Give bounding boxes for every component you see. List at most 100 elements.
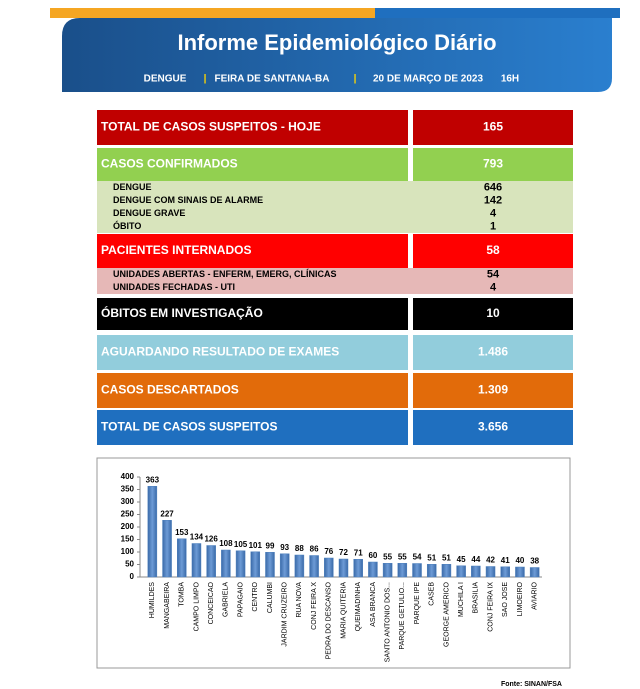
sub-block — [97, 268, 573, 294]
header-info: DENGUE — [144, 74, 187, 85]
row-label-cell — [97, 148, 408, 181]
value-label: 72 — [339, 548, 348, 557]
row-value: 793 — [483, 157, 503, 171]
sub-label: DENGUE — [113, 182, 152, 192]
value-label: 54 — [413, 553, 422, 562]
x-tick-label: CASEB — [429, 582, 436, 606]
x-tick-label: QUEIMADINHA — [355, 582, 362, 632]
x-tick-label: CAMPO LIMPO — [193, 581, 200, 631]
value-label: 227 — [160, 509, 174, 518]
header-band — [62, 18, 612, 92]
x-tick-label: AVIARIO — [531, 581, 538, 609]
x-tick-label: MANGABEIRA — [164, 582, 171, 629]
value-label: 93 — [280, 543, 289, 552]
y-tick-label: 350 — [121, 485, 135, 494]
x-tick-label: BRASILIA — [473, 582, 480, 614]
row-value: 1.486 — [478, 345, 508, 359]
row-value-cell — [413, 148, 573, 181]
value-label: 42 — [486, 556, 495, 565]
sub-value: 646 — [484, 181, 502, 193]
value-label: 86 — [310, 545, 319, 554]
header-info: | — [204, 74, 207, 85]
sub-label: DENGUE COM SINAIS DE ALARME — [113, 195, 263, 205]
value-label: 108 — [219, 539, 233, 548]
bar — [250, 551, 261, 578]
row-label-cell — [97, 335, 408, 370]
x-tick-label: JARDIM CRUZEIRO — [282, 581, 289, 646]
row-label: ÓBITOS EM INVESTIGAÇÃO — [101, 305, 263, 320]
sub-value: 54 — [487, 268, 500, 280]
row-value: 58 — [486, 243, 500, 257]
value-label: 101 — [249, 541, 263, 550]
y-tick-label: 300 — [121, 497, 135, 506]
row-label-cell — [97, 298, 408, 330]
bar — [441, 564, 452, 578]
sub-value: 4 — [490, 281, 497, 293]
bar — [515, 566, 525, 578]
row-label-cell — [97, 410, 408, 445]
x-tick-label: PARQUE GETULIO... — [399, 582, 406, 650]
value-label: 134 — [190, 533, 204, 542]
sub-value: 1 — [490, 220, 496, 232]
value-label: 88 — [295, 544, 304, 553]
row-value-cell — [413, 410, 573, 445]
value-label: 40 — [515, 556, 524, 565]
sub-label: ÓBITO — [113, 220, 141, 231]
bar — [426, 564, 437, 578]
row-value-cell — [413, 110, 573, 145]
bar — [412, 563, 422, 578]
row-value-cell — [413, 234, 573, 268]
x-tick-label: LIMOEIRO — [517, 581, 524, 616]
sub-value: 142 — [484, 194, 502, 206]
bar — [206, 545, 216, 578]
bar — [353, 559, 363, 578]
bar — [221, 549, 231, 578]
row-label-cell — [97, 373, 408, 408]
x-tick-label: CONJ FEIRA X — [311, 582, 318, 630]
bar — [309, 555, 319, 578]
value-label: 363 — [146, 475, 160, 484]
bar — [191, 543, 202, 578]
x-tick-label: GEORGE AMERICO — [443, 581, 450, 647]
x-tick-label: CONCEICAO — [208, 581, 215, 624]
x-tick-label: PARQUE IPE — [414, 582, 421, 625]
bar — [177, 538, 187, 578]
row-value: 165 — [483, 120, 503, 134]
sub-label: UNIDADES FECHADAS - UTI — [113, 282, 235, 292]
bar — [529, 567, 540, 578]
x-tick-label: ASA BRANCA — [370, 582, 377, 627]
header-info: 16H — [501, 74, 519, 85]
row-label: AGUARDANDO RESULTADO DE EXAMES — [101, 345, 339, 359]
bar — [279, 553, 290, 578]
row-label: TOTAL DE CASOS SUSPEITOS - HOJE — [101, 120, 321, 134]
value-label: 105 — [234, 540, 248, 549]
value-label: 76 — [324, 547, 333, 556]
value-label: 44 — [471, 555, 480, 564]
x-tick-label: GABRIELA — [223, 582, 230, 617]
row-label: CASOS DESCARTADOS — [101, 383, 239, 397]
bar — [265, 552, 275, 578]
x-tick-label: PAPAGAIO — [237, 581, 244, 617]
bar — [500, 566, 510, 578]
bar — [456, 565, 466, 578]
x-tick-label: RUA NOVA — [296, 582, 303, 618]
value-label: 38 — [530, 557, 539, 566]
row-label: TOTAL DE CASOS SUSPEITOS — [101, 420, 277, 434]
x-tick-label: CENTRO — [252, 581, 259, 611]
x-tick-label: PEDRA DO DESCANSO — [326, 581, 333, 659]
value-label: 71 — [354, 548, 363, 557]
y-tick-label: 400 — [121, 472, 135, 481]
bar — [294, 554, 305, 578]
x-tick-label: SAO JOSE — [502, 582, 509, 617]
header-stripe — [375, 8, 620, 18]
bar — [471, 565, 481, 578]
row-value: 3.656 — [478, 420, 508, 434]
row-value: 10 — [486, 306, 500, 320]
sub-label: DENGUE GRAVE — [113, 208, 185, 218]
value-label: 60 — [368, 551, 377, 560]
x-tick-label: CALUMBI — [267, 582, 274, 613]
y-tick-label: 200 — [121, 522, 135, 531]
bar — [235, 550, 246, 578]
value-label: 51 — [427, 553, 436, 562]
